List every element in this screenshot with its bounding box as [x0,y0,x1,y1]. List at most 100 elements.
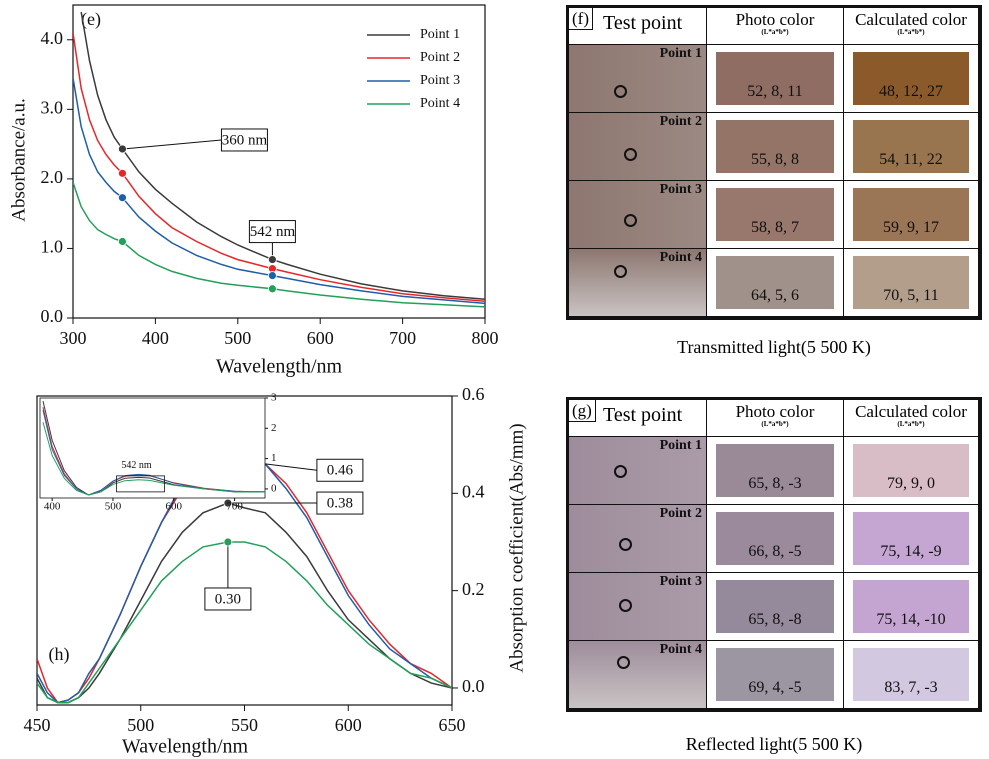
header-cell: Calculated color (L*a*b*) [844,400,979,437]
y-tick-label: 2 [271,422,277,434]
calculated-color-cell: 75, 14, -9 [844,505,979,573]
photo-color-value: 58, 8, 7 [751,219,799,236]
x-axis-label: Wavelength/nm [216,356,343,378]
x-tick-label: 600 [307,328,334,348]
test-point-cell: Point 3 [569,181,707,249]
point-ring [614,265,627,278]
y-tick-label: 3 [271,392,277,404]
series-line [73,32,485,303]
y-axis-label: Absorbance/a.u. [8,98,29,221]
calculated-color-swatch: 83, 7, -3 [853,648,969,701]
header-text: Test point [603,12,683,34]
x-tick-label: 600 [166,501,183,513]
y-tick-label: 1 [271,452,277,464]
y-tick-label: 0.2 [462,579,485,599]
annotation: 0.38 [327,495,353,511]
marker [268,284,277,294]
calculated-color-swatch: 75, 14, -10 [853,580,969,633]
photo-color-value: 65, 8, -8 [748,611,802,628]
x-tick-label: 650 [439,715,466,735]
point-label: Point 3 [659,182,702,197]
header-cell: (f) Test point [569,8,707,45]
photo-color-cell: 66, 8, -5 [707,505,844,573]
series-line [73,182,485,308]
calculated-color-value: 83, 7, -3 [884,679,938,696]
calculated-color-swatch: 48, 12, 27 [853,52,969,105]
calculated-color-cell: 48, 12, 27 [844,45,979,113]
calculated-color-swatch: 70, 5, 11 [853,256,969,309]
annotation: 542 nm [250,224,296,240]
y-tick-label: 0.0 [462,676,485,696]
point-ring [614,465,627,478]
photo-color-swatch: 66, 8, -5 [716,512,834,565]
test-point-cell: Point 1 [569,45,707,113]
annotation: 0.30 [215,591,241,607]
panel-label: (g) [569,400,596,422]
y-tick-label: 1.0 [41,237,64,257]
annotation: 360 nm [222,132,268,148]
header-subtext: (L*a*b*) [761,28,789,36]
x-tick-label: 600 [335,715,362,735]
header-cell: Calculated color (L*a*b*) [844,8,979,45]
calculated-color-value: 79, 9, 0 [887,475,935,492]
calculated-color-swatch: 75, 14, -9 [853,512,969,565]
annotation-box [220,128,268,152]
y-tick-label: 0.6 [462,384,485,404]
marker [268,255,277,264]
point-label: Point 2 [659,506,702,521]
photo-color-swatch: 58, 8, 7 [716,188,834,241]
photo-color-cell: 65, 8, -8 [707,573,844,641]
x-tick-label: 400 [44,501,61,513]
lines [42,400,265,496]
color-table: (g) Test point Photo color (L*a*b*) Calculat… [566,397,982,712]
plot-frame [72,4,486,319]
y-tick-label: 0.4 [462,481,485,501]
calculated-color-cell: 83, 7, -3 [844,641,979,709]
calculated-color-value: 59, 9, 17 [883,219,939,236]
photo-color-swatch: 52, 8, 11 [716,52,834,105]
y-tick-label: 3.0 [41,97,64,117]
photo-color-cell: 69, 4, -5 [707,641,844,709]
marker [223,498,233,508]
y-tick-label: 4.0 [41,28,64,48]
panel-label: (e) [81,9,101,30]
table-caption: Reflected light(5 500 K) [685,734,863,754]
y-tick-label: 2.0 [41,167,64,187]
x-tick-label: 300 [60,328,87,348]
header-text: Calculated color [855,10,967,29]
y-axis-label: Absorption coefficient(Abs/mm) [506,423,527,672]
point-ring [619,599,632,612]
point-label: Point 2 [659,114,702,129]
point-ring [619,538,632,551]
x-tick-label: 400 [142,328,169,348]
x-tick-label: 800 [472,328,499,348]
point-label: Point 1 [659,438,702,453]
legend-label: Point 3 [420,73,460,88]
photo-color-cell: 52, 8, 11 [707,45,844,113]
series-line [37,541,452,704]
test-point-cell: Point 3 [569,573,707,641]
series-line [42,409,265,496]
test-point-cell: Point 2 [569,505,707,573]
calculated-color-value: 75, 14, -9 [880,543,942,560]
x-tick-label: 550 [231,715,258,735]
y-tick-label: 0 [271,482,277,494]
annotation-leader [122,139,222,150]
marker [118,237,127,246]
header-cell: Photo color (L*a*b*) [707,400,844,437]
annotation-box [204,587,252,611]
legend-label: Point 2 [420,50,460,65]
x-tick-label: 450 [24,715,51,735]
marker [118,193,127,203]
marker [118,144,127,154]
photo-color-swatch: 65, 8, -8 [716,580,834,633]
point-ring [614,85,627,98]
header-text: Photo color [735,10,815,29]
calculated-color-cell: 70, 5, 11 [844,249,979,317]
annotation-box [316,458,364,482]
header-subtext: (L*a*b*) [897,28,925,36]
calculated-color-value: 75, 14, -10 [876,611,946,628]
test-point-cell: Point 4 [569,641,707,709]
photo-color-swatch: 55, 8, 8 [716,120,834,173]
